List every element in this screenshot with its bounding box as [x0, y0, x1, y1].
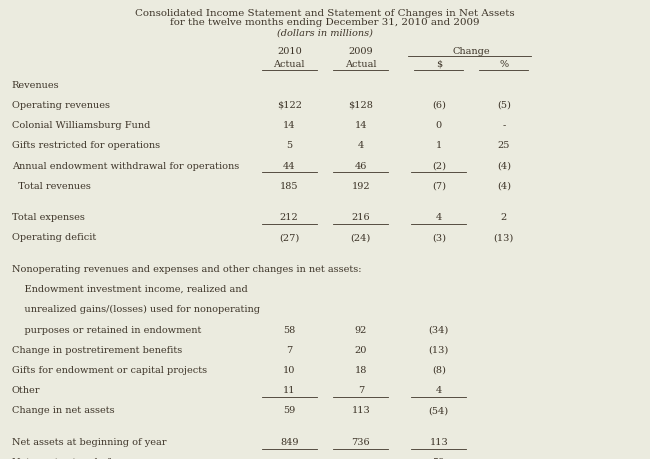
Text: 46: 46: [354, 161, 367, 170]
Text: $: $: [436, 60, 442, 69]
Text: 4: 4: [358, 141, 364, 150]
Text: $849: $849: [348, 457, 373, 459]
Text: (dollars in millions): (dollars in millions): [277, 28, 373, 38]
Text: $128: $128: [348, 101, 373, 110]
Text: Net assets at end of year: Net assets at end of year: [12, 457, 135, 459]
Text: Change in postretirement benefits: Change in postretirement benefits: [12, 345, 182, 354]
Text: 14: 14: [283, 121, 296, 130]
Text: Total expenses: Total expenses: [12, 213, 84, 222]
Text: Colonial Williamsburg Fund: Colonial Williamsburg Fund: [12, 121, 150, 130]
Text: Consolidated Income Statement and Statement of Changes in Net Assets: Consolidated Income Statement and Statem…: [135, 9, 515, 18]
Text: Operating revenues: Operating revenues: [12, 101, 110, 110]
Text: Change: Change: [452, 47, 490, 56]
Text: 4: 4: [436, 386, 442, 394]
Text: 2010: 2010: [277, 47, 302, 56]
Text: 1: 1: [436, 141, 442, 150]
Text: Other: Other: [12, 386, 40, 394]
Text: (2): (2): [432, 161, 446, 170]
Text: 25: 25: [497, 141, 510, 150]
Text: Actual: Actual: [345, 60, 376, 69]
Text: 2: 2: [500, 213, 507, 222]
Text: -: -: [502, 121, 506, 130]
Text: 44: 44: [283, 161, 296, 170]
Text: 92: 92: [354, 325, 367, 334]
Text: 113: 113: [352, 406, 370, 414]
Text: 58: 58: [283, 325, 295, 334]
Text: 7: 7: [358, 386, 364, 394]
Text: 18: 18: [354, 365, 367, 374]
Text: Annual endowment withdrawal for operations: Annual endowment withdrawal for operatio…: [12, 161, 239, 170]
Text: 0: 0: [436, 121, 442, 130]
Text: (3): (3): [432, 233, 446, 242]
Text: (4): (4): [497, 181, 511, 190]
Text: $122: $122: [277, 101, 302, 110]
Text: 7: 7: [286, 345, 292, 354]
Text: 212: 212: [280, 213, 298, 222]
Text: Gifts for endowment or capital projects: Gifts for endowment or capital projects: [12, 365, 207, 374]
Text: 192: 192: [352, 181, 370, 190]
Text: (54): (54): [429, 406, 448, 414]
Text: Nonoperating revenues and expenses and other changes in net assets:: Nonoperating revenues and expenses and o…: [12, 264, 361, 273]
Text: Actual: Actual: [274, 60, 305, 69]
Text: (27): (27): [279, 233, 300, 242]
Text: (34): (34): [428, 325, 449, 334]
Text: Total revenues: Total revenues: [12, 181, 90, 190]
Text: (5): (5): [497, 101, 511, 110]
Text: 4: 4: [436, 213, 442, 222]
Text: purposes or retained in endowment: purposes or retained in endowment: [12, 325, 201, 334]
Text: Net assets at beginning of year: Net assets at beginning of year: [12, 437, 166, 446]
Text: 216: 216: [352, 213, 370, 222]
Text: 113: 113: [430, 437, 448, 446]
Text: Change in net assets: Change in net assets: [12, 406, 114, 414]
Text: Operating deficit: Operating deficit: [12, 233, 96, 242]
Text: 849: 849: [280, 437, 298, 446]
Text: 2009: 2009: [348, 47, 373, 56]
Text: (6): (6): [432, 101, 446, 110]
Text: 11: 11: [283, 386, 296, 394]
Text: (7): (7): [432, 181, 446, 190]
Text: (24): (24): [350, 233, 371, 242]
Text: 736: 736: [352, 437, 370, 446]
Text: Endowment investment income, realized and: Endowment investment income, realized an…: [12, 285, 248, 293]
Text: (13): (13): [428, 345, 449, 354]
Text: 59: 59: [283, 406, 295, 414]
Text: 185: 185: [280, 181, 298, 190]
Text: $908: $908: [277, 457, 302, 459]
Text: 20: 20: [354, 345, 367, 354]
Text: 59: 59: [433, 457, 445, 459]
Text: %: %: [499, 60, 508, 69]
Text: (8): (8): [432, 365, 446, 374]
Text: for the twelve months ending December 31, 2010 and 2009: for the twelve months ending December 31…: [170, 18, 480, 28]
Text: unrealized gains/(losses) used for nonoperating: unrealized gains/(losses) used for nonop…: [12, 304, 260, 313]
Text: 5: 5: [286, 141, 292, 150]
Text: (13): (13): [493, 233, 514, 242]
Text: Revenues: Revenues: [12, 80, 59, 90]
Text: 14: 14: [354, 121, 367, 130]
Text: 10: 10: [283, 365, 296, 374]
Text: Gifts restricted for operations: Gifts restricted for operations: [12, 141, 160, 150]
Text: (4): (4): [497, 161, 511, 170]
